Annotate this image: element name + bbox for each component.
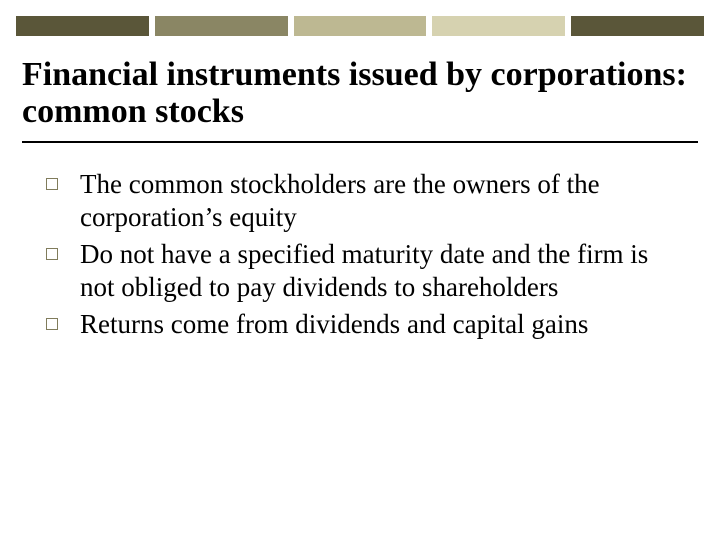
body-region: The common stockholders are the owners o… [46, 168, 680, 345]
slide-title: Financial instruments issued by corporat… [22, 56, 698, 139]
bullet-text: Returns come from dividends and capital … [80, 308, 588, 341]
square-bullet-icon [46, 248, 58, 260]
square-bullet-icon [46, 318, 58, 330]
decorative-band [16, 16, 704, 36]
bullet-list: The common stockholders are the owners o… [46, 168, 680, 341]
bullet-text: Do not have a specified maturity date an… [80, 238, 680, 304]
list-item: The common stockholders are the owners o… [46, 168, 680, 234]
band-segment [432, 16, 571, 36]
band-segment [155, 16, 294, 36]
bullet-text: The common stockholders are the owners o… [80, 168, 680, 234]
list-item: Returns come from dividends and capital … [46, 308, 680, 341]
band-segment [571, 16, 704, 36]
band-segment [16, 16, 155, 36]
square-bullet-icon [46, 178, 58, 190]
slide: Financial instruments issued by corporat… [0, 0, 720, 540]
title-region: Financial instruments issued by corporat… [22, 56, 698, 143]
title-underline [22, 141, 698, 143]
band-segment [294, 16, 433, 36]
list-item: Do not have a specified maturity date an… [46, 238, 680, 304]
